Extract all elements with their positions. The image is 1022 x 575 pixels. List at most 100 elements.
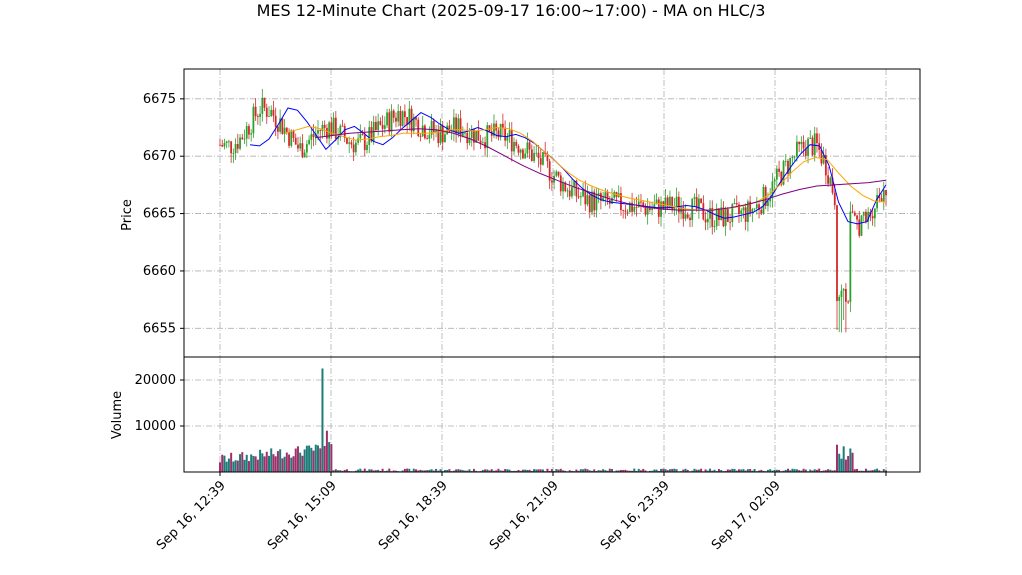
volume-bar (274, 456, 277, 472)
candle-body (301, 143, 304, 158)
candle-body (820, 149, 823, 164)
candle-body (606, 192, 609, 201)
volume-bar (530, 470, 533, 472)
candle-body (375, 121, 377, 131)
volume-bar (800, 470, 803, 472)
volume-bar (401, 470, 404, 472)
volume-bar (343, 469, 346, 472)
volume-bar (330, 444, 333, 472)
volume-bar (655, 469, 658, 472)
candle-body (239, 137, 241, 149)
candle-body (559, 175, 562, 192)
candle-body (671, 196, 674, 210)
x-axis-ticks: Sep 16, 12:39 Sep 16, 15:09 Sep 16, 18:39 S… (154, 472, 887, 553)
candle-body (802, 141, 805, 149)
candle-body (475, 130, 478, 143)
candle-body (283, 127, 286, 134)
volume-bar (824, 470, 827, 472)
candle-body (535, 152, 538, 154)
candle-body (450, 131, 453, 133)
candle-body (263, 97, 266, 108)
candle-body (428, 134, 431, 139)
volume-bar (321, 368, 324, 472)
candle-body (644, 206, 647, 215)
volume-y-ticks: 10000 20000 (135, 373, 184, 434)
candle-body (308, 139, 310, 145)
volume-bar (827, 469, 830, 472)
volume-bar (299, 452, 302, 472)
volume-bar (506, 469, 509, 472)
candle-body (504, 127, 507, 141)
candle-body (248, 126, 250, 135)
candle-body (290, 130, 293, 146)
volume-tick-label: 10000 (135, 419, 176, 434)
volume-bar (575, 469, 578, 472)
chart-title: MES 12-Minute Chart (2025-09-17 16:00~17… (257, 1, 766, 20)
price-tick-label: 6670 (143, 149, 176, 164)
candle-body (243, 138, 246, 140)
volume-bar (417, 470, 420, 472)
candle-body (873, 208, 876, 219)
candle-body (341, 125, 344, 127)
volume-bar (744, 470, 747, 472)
volume-bar (771, 470, 774, 472)
candle-body (562, 182, 564, 192)
volume-bar (528, 469, 531, 472)
candle-body (816, 133, 818, 144)
candle-body (488, 125, 491, 132)
candle-body (675, 196, 678, 207)
volume-bar (804, 469, 807, 472)
candle-body (366, 144, 368, 151)
volume-bar (798, 470, 801, 472)
volume-bar (784, 469, 787, 472)
volume-bar (740, 469, 743, 472)
x-tick-label: Sep 17, 02:09 (709, 478, 784, 553)
volume-bar (406, 468, 409, 472)
volume-bar (851, 452, 854, 472)
x-tick-label: Sep 16, 18:39 (376, 478, 451, 553)
candle-body (403, 111, 406, 118)
candle-body (838, 296, 841, 301)
candle-body (742, 207, 745, 211)
volume-bar (835, 444, 838, 472)
candle-body (297, 144, 299, 149)
candle-body (439, 125, 442, 144)
volume-bar (292, 456, 295, 472)
volume-bar (557, 469, 560, 472)
candle-body (354, 142, 357, 153)
candle-body (784, 160, 787, 162)
candle-body (223, 142, 226, 147)
candle-body (689, 217, 691, 220)
candle-body (508, 130, 511, 136)
candle-body (842, 288, 845, 291)
volume-bar (270, 448, 273, 472)
volume-bar (673, 468, 676, 472)
candle-body (219, 144, 221, 146)
volume-bar (381, 468, 384, 472)
volume-bar (635, 470, 638, 472)
volume-bar (501, 470, 504, 472)
volume-bar (873, 469, 876, 472)
volume-bar (314, 444, 317, 472)
candle-body (849, 211, 852, 302)
volume-bar (310, 447, 313, 472)
volume-bar (290, 457, 293, 472)
candle-body (582, 190, 584, 197)
candle-body (457, 118, 460, 134)
volume-bar (691, 470, 694, 472)
candle-body (412, 117, 415, 132)
volume-bar (668, 469, 671, 472)
volume-bar (486, 469, 489, 472)
candle-body (517, 145, 520, 153)
volume-bar (864, 468, 867, 472)
candle-body (666, 197, 669, 208)
volume-bar (778, 469, 781, 472)
volume-bar (822, 470, 825, 472)
price-tick-label: 6665 (143, 207, 176, 222)
candle-body (430, 120, 433, 135)
candle-body (697, 198, 700, 210)
volume-panel: 10000 20000 Volume (110, 356, 921, 473)
candle-body (386, 112, 388, 126)
volume-bar (844, 459, 847, 472)
